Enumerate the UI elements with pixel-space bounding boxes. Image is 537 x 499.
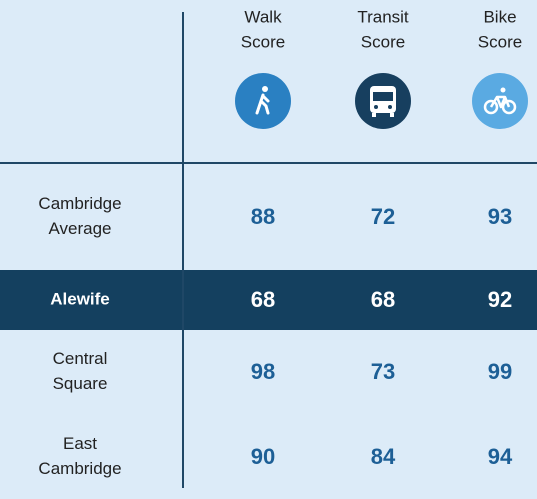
score-value: 99	[488, 359, 512, 384]
row-label: Central	[53, 349, 108, 368]
score-value: 72	[371, 204, 395, 229]
walk-icon	[235, 73, 291, 129]
column-header: Transit	[357, 7, 409, 26]
score-value: 94	[488, 444, 513, 469]
score-value: 93	[488, 204, 512, 229]
row-label: East	[63, 434, 97, 453]
column-header: Walk	[244, 7, 282, 26]
column-header: Bike	[483, 7, 516, 26]
column-header: Score	[361, 32, 405, 51]
score-value: 68	[371, 287, 395, 312]
row-label: Cambridge	[38, 194, 121, 213]
score-value: 84	[371, 444, 396, 469]
score-value: 73	[371, 359, 395, 384]
row-label: Alewife	[50, 289, 110, 308]
score-value: 98	[251, 359, 275, 384]
score-value: 90	[251, 444, 275, 469]
score-value: 88	[251, 204, 275, 229]
highlight-band	[0, 270, 537, 330]
column-header: Score	[478, 32, 522, 51]
transit-icon	[355, 73, 411, 129]
row-label: Cambridge	[38, 459, 121, 478]
score-value: 68	[251, 287, 275, 312]
row-label: Square	[53, 374, 108, 393]
column-header: Score	[241, 32, 285, 51]
row-label: Average	[48, 219, 111, 238]
bike-icon	[472, 73, 528, 129]
score-value: 92	[488, 287, 512, 312]
